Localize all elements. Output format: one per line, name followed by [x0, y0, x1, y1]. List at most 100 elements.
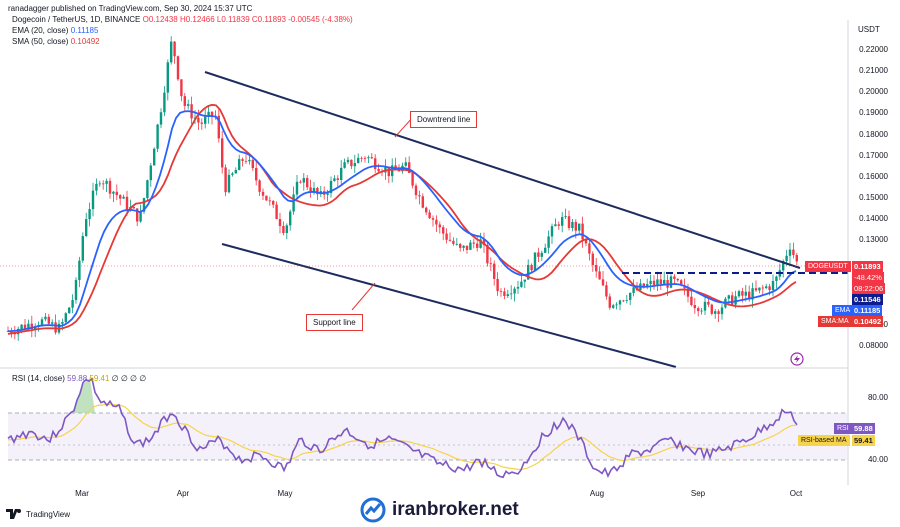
candle-body [316, 187, 319, 195]
candle-body [64, 313, 67, 323]
candle-body [261, 191, 265, 196]
candle-body [207, 111, 210, 117]
candle-body [353, 163, 356, 167]
candle-body [591, 253, 594, 266]
candle-body [6, 331, 10, 333]
candle-body [329, 180, 333, 194]
candle-body [391, 165, 394, 177]
ema-legend[interactable]: EMA (20, close) 0.11185 [12, 25, 98, 36]
candle-body [68, 307, 71, 314]
candle-body [156, 124, 159, 149]
candle-body [737, 291, 741, 297]
tradingview-footer[interactable]: TradingView [6, 509, 70, 519]
candle-body [788, 249, 792, 256]
candle-body [680, 280, 683, 286]
sma-legend-value: 0.10492 [70, 37, 100, 46]
candle-body [459, 243, 462, 248]
candle-body [795, 254, 798, 262]
rsi-legend[interactable]: RSI (14, close) 59.88 59.41 ∅ ∅ ∅ ∅ [12, 374, 146, 383]
candle-body [139, 211, 142, 222]
candle-body [183, 96, 186, 106]
candle-body [166, 62, 169, 93]
candle-body [115, 191, 118, 196]
sma-legend[interactable]: SMA (50, close) 0.10492 [12, 36, 100, 47]
candle-body [537, 252, 540, 257]
candle-body [700, 310, 703, 312]
support-annotation[interactable]: Support line [306, 314, 363, 331]
countdown-tag: 08:22:06 [852, 283, 886, 294]
candle-body [149, 165, 152, 181]
candle-body [554, 224, 557, 227]
candle-body [605, 285, 608, 297]
rsi-ma-line [7, 403, 798, 471]
candle-body [23, 324, 27, 329]
candle-body [425, 207, 428, 213]
candle-body [435, 219, 438, 225]
candle-body [489, 263, 492, 265]
candle-body [302, 178, 305, 183]
candle-body [581, 223, 584, 240]
candle-body [163, 92, 166, 113]
candle-body [571, 221, 574, 229]
candle-body [482, 239, 486, 245]
candle-body [761, 287, 764, 289]
rsi-ma-tag: RSI-based MA [798, 435, 850, 446]
candle-body [282, 226, 285, 233]
candle-body [445, 233, 448, 240]
candle-body [285, 225, 288, 233]
candle-body [618, 300, 622, 305]
candle-body [299, 181, 302, 183]
candle-body [557, 224, 560, 226]
price-tick: 0.15000 [859, 193, 888, 203]
candle-body [112, 191, 115, 194]
rsi-empty-values: ∅ ∅ ∅ ∅ [111, 374, 147, 383]
price-tick: 0.13000 [859, 235, 888, 245]
candle-body [792, 249, 795, 255]
candle-body [595, 265, 598, 272]
rsi-value-tag: 59.88 [852, 423, 875, 434]
candle-body [438, 224, 441, 228]
candle-body [153, 148, 156, 166]
ema-legend-label: EMA (20, close) [12, 26, 69, 35]
candle-body [85, 219, 88, 237]
price-tick: 0.22000 [859, 45, 888, 55]
candle-body [751, 288, 754, 300]
candle-body [251, 159, 254, 169]
sma-line [7, 103, 797, 335]
candle-body [125, 196, 129, 210]
candle-body [411, 172, 414, 186]
ema-price-tag: 0.11185 [852, 305, 883, 316]
candle-body [544, 247, 547, 253]
candle-body [200, 122, 203, 124]
candle-body [697, 308, 700, 312]
candle-body [387, 167, 390, 177]
candle-body [13, 333, 16, 335]
candle-body [108, 180, 112, 194]
candle-body [136, 208, 139, 222]
candle-body [479, 239, 482, 248]
candle-body [768, 286, 771, 290]
candle-body [741, 291, 744, 296]
candle-body [676, 278, 679, 281]
candle-body [567, 216, 571, 229]
candle-body [275, 204, 278, 220]
candle-body [51, 322, 54, 324]
support-line [221, 243, 677, 368]
candle-body [418, 195, 421, 197]
candle-body [717, 311, 720, 315]
currency-label[interactable]: USDT [858, 25, 880, 34]
candle-body [289, 211, 292, 226]
candle-body [530, 264, 533, 271]
candle-body [561, 217, 564, 226]
candle-body [469, 242, 472, 250]
candle-body [510, 293, 513, 295]
candle-body [309, 187, 312, 193]
candle-body [20, 324, 23, 329]
candle-body [346, 159, 350, 163]
candle-body [217, 115, 220, 139]
candle-body [146, 180, 149, 199]
candle-body [122, 196, 125, 199]
downtrend-annotation[interactable]: Downtrend line [410, 111, 478, 128]
candle-body [686, 288, 690, 297]
